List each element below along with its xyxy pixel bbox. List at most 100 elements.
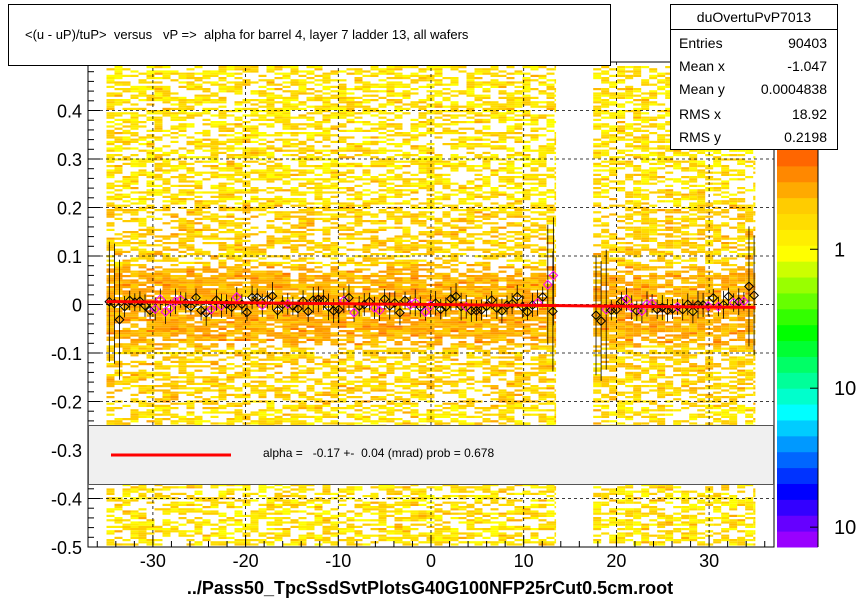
- heatmap-cell: [258, 169, 267, 172]
- heatmap-cell: [146, 253, 155, 256]
- heatmap-cell: [234, 217, 243, 220]
- heatmap-cell: [290, 358, 299, 361]
- heatmap-cell: [234, 167, 243, 170]
- heatmap-cell: [322, 286, 331, 289]
- heatmap-cell: [450, 316, 459, 319]
- heatmap-cell: [370, 162, 379, 165]
- heatmap-cell: [442, 215, 451, 218]
- heatmap-cell: [154, 360, 163, 363]
- heatmap-cell: [122, 290, 131, 293]
- heatmap-cell: [354, 365, 363, 368]
- heatmap-cell: [474, 294, 483, 297]
- heatmap-cell: [554, 332, 557, 335]
- heatmap-cell: [458, 341, 467, 344]
- heatmap-cell: [378, 270, 387, 273]
- heatmap-cell: [482, 222, 491, 225]
- heatmap-cell: [378, 253, 387, 256]
- heatmap-cell: [266, 323, 275, 326]
- heatmap-cell: [450, 165, 459, 168]
- heatmap-cell: [290, 314, 299, 317]
- heatmap-cell: [354, 237, 363, 240]
- heatmap-cell: [202, 138, 211, 141]
- heatmap-cell: [458, 66, 467, 69]
- heatmap-cell: [530, 297, 539, 300]
- heatmap-cell: [378, 123, 387, 126]
- heatmap-cell: [218, 290, 227, 293]
- heatmap-cell: [106, 85, 115, 88]
- heatmap-cell: [138, 281, 147, 284]
- heatmap-cell: [266, 173, 275, 176]
- heatmap-cell: [146, 134, 155, 137]
- heatmap-cell: [546, 72, 555, 75]
- heatmap-cell: [386, 327, 395, 330]
- heatmap-cell: [194, 343, 203, 346]
- heatmap-cell: [410, 272, 419, 275]
- heatmap-cell: [234, 270, 243, 273]
- heatmap-cell: [442, 182, 451, 185]
- heatmap-cell: [466, 354, 475, 357]
- heatmap-cell: [178, 162, 187, 165]
- heatmap-cell: [306, 224, 315, 227]
- heatmap-cell: [234, 297, 243, 300]
- heatmap-cell: [466, 343, 475, 346]
- heatmap-cell: [290, 158, 299, 161]
- heatmap-cell: [242, 347, 251, 350]
- heatmap-cell: [410, 217, 419, 220]
- heatmap-cell: [290, 143, 299, 146]
- heatmap-cell: [242, 264, 251, 267]
- heatmap-cell: [290, 266, 299, 269]
- heatmap-cell: [474, 136, 483, 139]
- heatmap-cell: [226, 209, 235, 212]
- heatmap-cell: [114, 74, 123, 77]
- heatmap-cell: [154, 228, 163, 231]
- heatmap-cell: [450, 246, 459, 249]
- heatmap-cell: [202, 297, 211, 300]
- heatmap-cell: [266, 266, 275, 269]
- heatmap-cell: [554, 147, 557, 150]
- heatmap-cell: [106, 374, 115, 377]
- heatmap-cell: [346, 235, 355, 238]
- heatmap-cell: [554, 374, 557, 377]
- heatmap-cell: [218, 209, 227, 212]
- heatmap-cell: [114, 336, 123, 339]
- heatmap-cell: [346, 72, 355, 75]
- heatmap-cell: [186, 171, 195, 174]
- heatmap-cell: [354, 143, 363, 146]
- heatmap-cell: [130, 213, 139, 216]
- heatmap-cell: [234, 85, 243, 88]
- heatmap-cell: [410, 235, 419, 238]
- heatmap-cell: [298, 352, 307, 355]
- heatmap-cell: [482, 275, 491, 278]
- heatmap-cell: [514, 345, 523, 348]
- heatmap-cell: [506, 299, 515, 302]
- heatmap-cell: [170, 242, 179, 245]
- heatmap-cell: [458, 336, 467, 339]
- heatmap-cell: [330, 310, 339, 313]
- heatmap-cell: [242, 250, 251, 253]
- heatmap-cell: [282, 360, 291, 363]
- heatmap-cell: [250, 330, 259, 333]
- heatmap-cell: [114, 369, 123, 372]
- heatmap-cell: [162, 200, 171, 203]
- heatmap-cell: [162, 90, 171, 93]
- heatmap-cell: [378, 178, 387, 181]
- heatmap-cell: [266, 70, 275, 73]
- heatmap-cell: [210, 99, 219, 102]
- heatmap-cell: [418, 114, 427, 117]
- heatmap-cell: [290, 325, 299, 328]
- heatmap-cell: [354, 105, 363, 108]
- heatmap-cell: [538, 206, 547, 209]
- heatmap-cell: [346, 215, 355, 218]
- heatmap-cell: [226, 165, 235, 168]
- heatmap-cell: [218, 297, 227, 300]
- heatmap-cell: [554, 103, 557, 106]
- heatmap-cell: [234, 376, 243, 379]
- heatmap-cell: [202, 338, 211, 341]
- heatmap-cell: [546, 191, 555, 194]
- heatmap-cell: [530, 312, 539, 315]
- heatmap-cell: [330, 294, 339, 297]
- heatmap-cell: [186, 239, 195, 242]
- heatmap-cell: [458, 184, 467, 187]
- heatmap-cell: [482, 239, 491, 242]
- heatmap-cell: [434, 264, 443, 267]
